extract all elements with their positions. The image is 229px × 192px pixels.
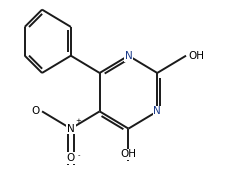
Text: +: + [75,118,81,124]
Text: N: N [153,106,160,116]
Text: OH: OH [120,149,136,159]
Text: N: N [124,51,132,61]
Text: O: O [32,106,40,116]
Text: OH: OH [187,51,203,61]
Text: O: O [66,153,75,163]
Text: N: N [67,124,74,134]
Text: -: - [77,152,79,159]
